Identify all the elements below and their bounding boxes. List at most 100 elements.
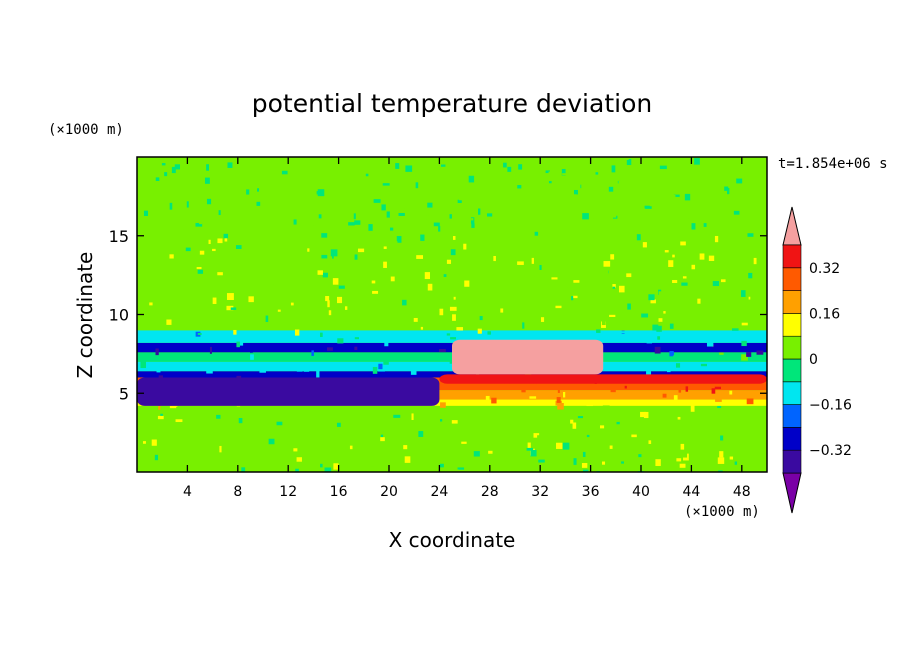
- field-speckle: [718, 470, 723, 472]
- field-speckle: [311, 350, 314, 356]
- field-speckle: [736, 193, 743, 196]
- field-speckle: [678, 388, 682, 393]
- field-speckle: [234, 252, 242, 257]
- field-speckle: [522, 217, 526, 222]
- field-speckle: [169, 405, 177, 409]
- field-speckle: [538, 459, 545, 463]
- field-speckle: [703, 223, 707, 227]
- field-speckle: [378, 363, 383, 370]
- field-speckle: [248, 296, 254, 303]
- field-speckle: [405, 272, 413, 279]
- field-speckle: [451, 420, 458, 424]
- field-speckle: [574, 189, 578, 195]
- field-speckle: [209, 346, 212, 354]
- field-speckle: [517, 261, 524, 265]
- field-speckle: [624, 385, 627, 389]
- field-speckle: [142, 441, 146, 444]
- field-speckle: [368, 224, 373, 231]
- field-speckle: [381, 173, 386, 179]
- field-speckle: [510, 303, 518, 310]
- field-speckle: [152, 450, 159, 457]
- field-speckle: [206, 164, 210, 171]
- field-speckle: [500, 308, 504, 313]
- field-speckle: [310, 320, 315, 325]
- field-speckle: [652, 324, 659, 331]
- field-speckle: [389, 292, 393, 299]
- colorbar-box: [782, 358, 802, 383]
- field-speckle: [479, 315, 483, 321]
- field-speckle: [691, 264, 696, 270]
- field-speckle: [232, 318, 239, 322]
- field-speckle: [354, 346, 358, 351]
- field-speckle: [250, 350, 253, 353]
- x-axis-ticks: 4 8 12 16 20 24 28 32 36 40 44 48: [183, 157, 751, 500]
- field-speckle: [317, 189, 325, 197]
- field-band: [137, 464, 767, 472]
- field-speckle: [311, 170, 317, 176]
- field-speckle: [680, 443, 685, 450]
- field-speckle: [618, 285, 625, 293]
- field-speckle: [729, 456, 734, 460]
- field-speckle: [264, 445, 269, 453]
- field-speckle: [519, 292, 522, 300]
- field-speckle: [679, 259, 686, 263]
- field-speckle: [451, 253, 457, 258]
- field-speckle: [154, 161, 160, 168]
- field-speckle: [381, 204, 386, 211]
- field-speckle: [449, 214, 452, 219]
- field-speckle: [398, 212, 405, 216]
- field-speckle: [380, 194, 384, 197]
- field-speckle: [650, 299, 656, 304]
- field-speckle: [390, 276, 395, 282]
- field-speckle: [446, 259, 452, 264]
- field-speckle: [717, 242, 723, 247]
- field-speckle: [373, 199, 381, 203]
- field-speckle: [357, 248, 365, 253]
- field-speckle: [676, 458, 682, 462]
- field-speckle: [405, 165, 413, 172]
- field-speckle: [436, 272, 440, 276]
- field-speckle: [523, 418, 527, 423]
- field-speckle: [742, 173, 745, 178]
- field-speckle: [277, 309, 281, 312]
- field-speckle: [438, 348, 446, 353]
- field-speckle: [548, 171, 552, 177]
- field-speckle: [365, 208, 371, 214]
- field-speckle: [324, 467, 332, 472]
- field-speckle: [424, 272, 431, 280]
- field-speckle: [218, 433, 221, 439]
- field-speckle: [644, 324, 648, 327]
- field-speckle: [563, 391, 566, 398]
- field-speckle: [404, 456, 411, 463]
- field-speckle: [697, 298, 701, 304]
- field-speckle: [440, 402, 446, 408]
- field-speckle: [666, 368, 671, 373]
- field-speckle: [346, 468, 350, 472]
- field-speckle: [711, 388, 716, 394]
- field-speckle: [491, 397, 497, 404]
- field-speckle: [230, 307, 237, 310]
- field-speckle: [699, 253, 705, 260]
- field-speckle: [328, 310, 332, 316]
- field-speckle: [317, 203, 325, 208]
- field-speckle: [224, 236, 228, 242]
- field-speckle: [394, 241, 398, 247]
- field-speckle: [557, 403, 564, 410]
- field-speckle: [659, 165, 667, 170]
- field-speckle: [295, 468, 299, 472]
- field-speckle: [561, 168, 566, 176]
- field-speckle: [146, 343, 153, 348]
- field-speckle: [402, 299, 407, 306]
- field-speckle: [443, 274, 447, 277]
- field-speckle: [367, 201, 370, 208]
- field-speckle: [169, 254, 174, 259]
- field-speckle: [587, 171, 595, 179]
- field-speckle: [273, 284, 278, 291]
- field-speckle: [717, 405, 722, 409]
- field-speckle: [522, 302, 526, 306]
- field-speckle: [533, 433, 540, 438]
- field-speckle: [155, 433, 159, 437]
- field-speckle: [736, 178, 743, 184]
- field-speckle: [729, 182, 737, 185]
- y-axis-ticks: 5 10 15: [109, 227, 767, 403]
